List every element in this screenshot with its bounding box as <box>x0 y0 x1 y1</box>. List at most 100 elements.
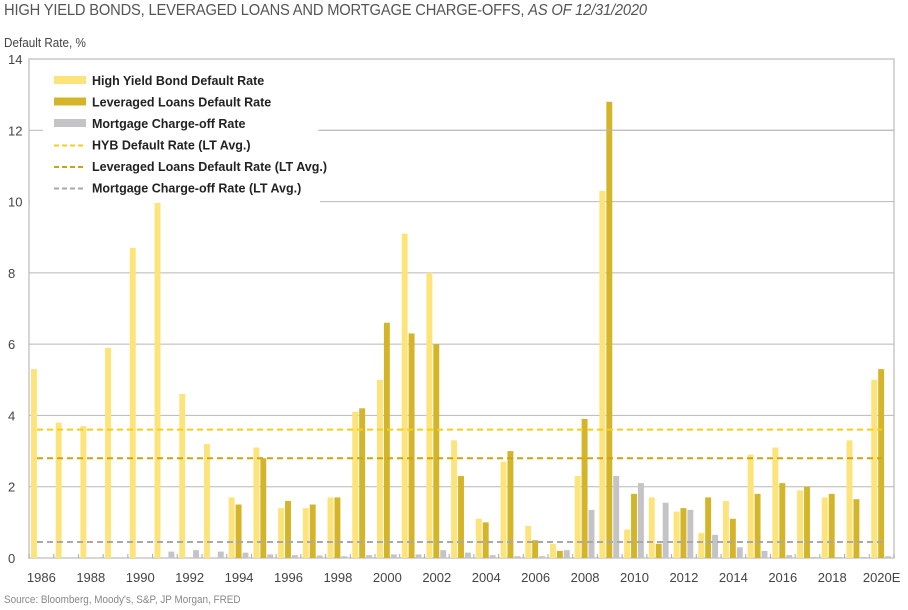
bar-mortgage <box>316 555 323 558</box>
legend-label: Leveraged Loans Default Rate (LT Avg.) <box>92 160 327 174</box>
bar-hyb <box>129 247 136 558</box>
legend-label: High Yield Bond Default Rate <box>92 74 264 88</box>
bar-loans <box>828 493 835 558</box>
y-tick-label: 14 <box>8 52 22 67</box>
bar-loans <box>779 483 786 558</box>
legend-background <box>30 68 320 203</box>
bar-mortgage <box>489 555 496 558</box>
bar-loans <box>581 418 588 558</box>
bar-hyb <box>500 461 507 558</box>
bar-mortgage <box>885 556 892 558</box>
bar-mortgage <box>366 555 373 558</box>
bar-loans <box>482 522 489 558</box>
legend-label: Mortgage Charge-off Rate (LT Avg.) <box>92 182 301 196</box>
bar-mortgage <box>390 554 397 558</box>
y-tick-label: 10 <box>8 195 22 210</box>
y-tick-label: 0 <box>8 551 15 566</box>
bar-hyb <box>253 447 260 558</box>
x-tick-label: 2018 <box>818 570 847 585</box>
x-tick-label: 1990 <box>126 570 155 585</box>
bar-loans <box>804 486 810 558</box>
bar-hyb <box>648 497 655 558</box>
bar-hyb <box>376 379 383 558</box>
bar-mortgage <box>539 556 546 558</box>
bar-hyb <box>401 233 408 558</box>
bar-loans <box>631 493 637 558</box>
bar-hyb <box>352 411 359 558</box>
source-note: Source: Bloomberg, Moody's, S&P, JP Morg… <box>4 594 241 606</box>
bar-loans <box>309 504 316 558</box>
bar-hyb <box>278 508 285 558</box>
bar-loans <box>260 458 267 558</box>
legend-swatch-loans <box>54 97 86 106</box>
bar-mortgage <box>193 550 200 558</box>
bar-mortgage <box>761 550 768 558</box>
bar-loans <box>408 333 415 558</box>
x-tick-label: 1998 <box>323 570 352 585</box>
bar-mortgage <box>267 554 274 558</box>
x-tick-label: 1992 <box>175 570 204 585</box>
x-tick-label: 1994 <box>225 570 254 585</box>
title-date: AS OF 12/31/2020 <box>528 2 647 19</box>
bar-mortgage <box>168 551 175 558</box>
x-tick-label: 2006 <box>521 570 550 585</box>
bar-loans <box>680 508 687 558</box>
bar-mortgage <box>242 552 249 558</box>
bar-mortgage <box>588 509 595 558</box>
bar-hyb <box>722 500 729 558</box>
bar-mortgage <box>440 550 447 558</box>
x-tick-label: 1988 <box>76 570 105 585</box>
bar-hyb <box>80 426 87 558</box>
bar-loans <box>383 322 390 558</box>
bar-mortgage <box>341 556 348 558</box>
bar-loans <box>556 550 563 558</box>
bar-mortgage <box>662 502 669 558</box>
bar-loans <box>433 344 440 558</box>
bar-mortgage <box>687 509 694 558</box>
bar-mortgage <box>835 556 842 558</box>
legend-label: Leveraged Loans Default Rate <box>92 96 271 110</box>
bar-mortgage <box>712 534 719 558</box>
bar-loans <box>235 504 242 558</box>
y-tick-label: 4 <box>8 408 15 423</box>
bar-hyb <box>772 447 779 558</box>
y-tick-label: 6 <box>8 337 15 352</box>
bar-mortgage <box>563 550 570 558</box>
bar-loans <box>606 101 613 559</box>
x-tick-label: 2016 <box>768 570 797 585</box>
x-tick-label: 2008 <box>571 570 600 585</box>
bar-loans <box>655 543 662 558</box>
bar-hyb <box>747 454 754 558</box>
bar-mortgage <box>786 555 793 558</box>
bar-loans <box>334 497 341 558</box>
x-tick-label: 2010 <box>620 570 649 585</box>
x-tick-label: 2012 <box>669 570 698 585</box>
bar-loans <box>878 369 885 558</box>
legend-swatch-mortgage <box>54 119 86 127</box>
legend-swatch-hyb <box>54 76 86 84</box>
x-tick-label: 2014 <box>719 570 748 585</box>
bar-loans <box>532 540 539 558</box>
bar-hyb <box>871 379 878 558</box>
bar-mortgage <box>217 551 224 558</box>
x-tick-label: 1986 <box>27 570 56 585</box>
bar-hyb <box>624 529 631 558</box>
legend-label: Mortgage Charge-off Rate <box>92 117 246 131</box>
bar-loans <box>285 500 291 558</box>
bar-loans <box>853 499 860 558</box>
bar-hyb <box>302 508 309 558</box>
bar-mortgage <box>613 476 620 558</box>
bar-hyb <box>203 443 210 558</box>
bar-hyb <box>475 518 482 558</box>
bar-mortgage <box>637 483 644 558</box>
bar-hyb <box>549 543 556 558</box>
bar-mortgage <box>464 552 471 558</box>
bar-loans <box>729 518 736 558</box>
y-tick-label: 12 <box>8 123 22 138</box>
bar-mortgage <box>860 556 867 558</box>
bar-mortgage <box>736 547 743 558</box>
bar-hyb <box>698 533 705 558</box>
bar-mortgage <box>291 555 298 558</box>
bar-hyb <box>599 190 606 558</box>
